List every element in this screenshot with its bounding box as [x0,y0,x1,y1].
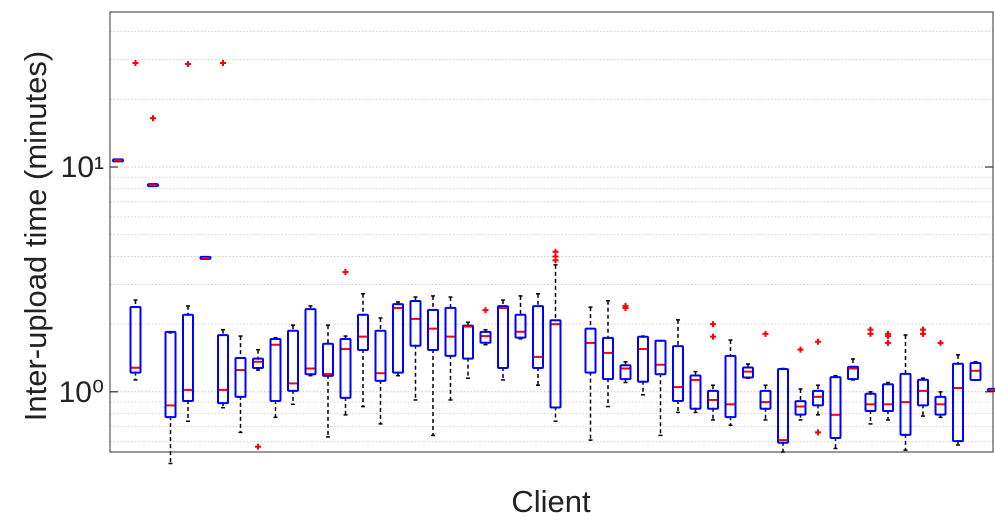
box [637,335,649,383]
box [707,389,719,410]
box [847,365,859,381]
box [759,389,772,410]
box [864,392,877,413]
outlier [552,257,559,264]
outlier [885,339,891,346]
box [952,362,964,443]
box [269,338,282,402]
box [689,374,702,410]
box [549,319,562,409]
box [479,330,492,344]
y-tick-label: 10⁰ [59,376,104,409]
outlier [482,307,489,314]
box [462,324,474,360]
box [374,329,387,382]
y-axis-label: Inter-upload time (minutes) [18,51,53,421]
box [899,372,912,436]
box [304,308,317,376]
box [129,305,142,374]
box [672,345,684,402]
box [287,329,299,392]
outlier [220,60,226,67]
outlier [710,321,716,328]
outlier [710,333,716,340]
box [164,330,177,419]
box [217,334,229,405]
outlier [132,60,139,67]
box [392,303,404,374]
box [252,357,264,369]
box [514,313,527,339]
box [584,327,597,374]
box [322,342,334,377]
box [182,313,194,402]
outlier [797,346,804,353]
plot-frame [109,11,994,453]
box [724,354,737,419]
box [969,361,982,382]
outlier [185,61,191,68]
box [619,364,632,381]
y-tick-label: 10¹ [61,151,104,184]
box [794,400,807,416]
box [497,305,509,369]
outlier [937,339,944,346]
outlier [815,429,821,436]
box [742,366,754,379]
x-axis-label: Client [511,484,591,519]
outlier [920,330,926,337]
outlier [150,115,156,122]
box [234,356,247,398]
box [602,336,614,381]
box [654,339,667,376]
box [934,395,947,416]
box [812,389,824,407]
box [409,299,422,347]
box [532,305,544,369]
outlier [342,269,349,276]
box [777,368,789,444]
box [882,383,894,413]
box [917,378,929,407]
outlier [885,333,891,340]
outlier [255,443,261,450]
outlier [762,330,769,337]
box [427,308,439,352]
box [444,306,457,357]
box [357,313,369,352]
box [339,338,352,399]
outlier [622,304,629,311]
box [829,376,842,439]
outlier [815,338,821,345]
outlier [867,330,874,337]
